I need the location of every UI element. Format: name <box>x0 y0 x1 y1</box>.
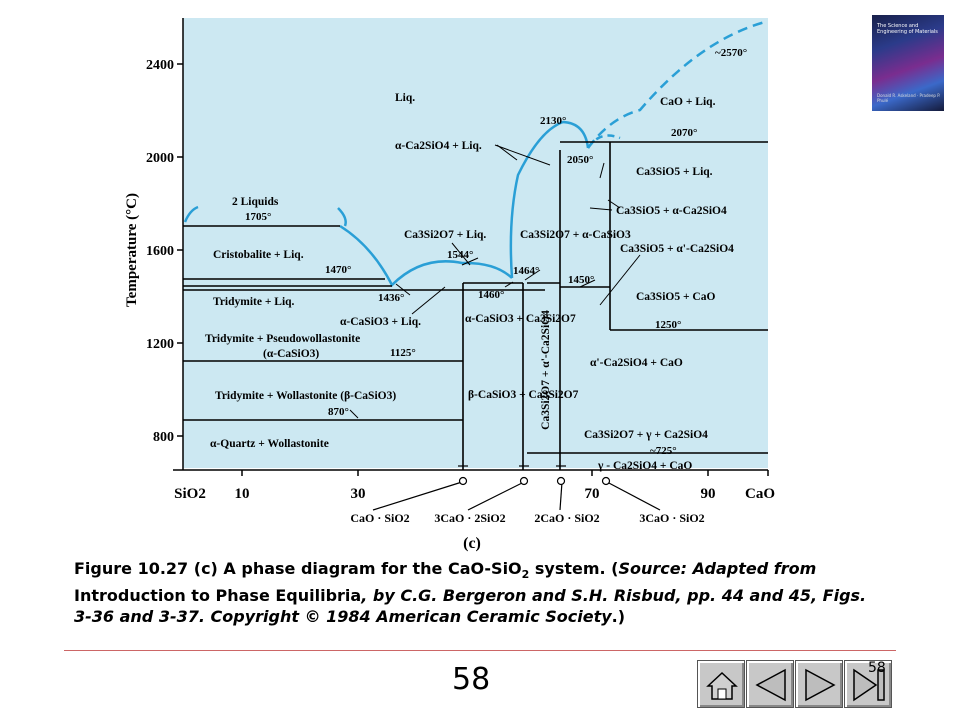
region-c3s-cao: Ca3SiO5 + CaO <box>636 291 715 303</box>
previous-button[interactable] <box>746 660 794 708</box>
page-number: 58 <box>452 662 491 697</box>
region-tridymite-pseudo-2: (α-CaSiO3) <box>263 348 319 360</box>
temp-725: ~725° <box>650 445 677 457</box>
temp-2050: 2050° <box>567 154 593 166</box>
compound-markers <box>372 465 661 511</box>
book-cover-title: The Science and Engineering of Materials <box>877 23 938 35</box>
skip-end-icon <box>853 668 885 702</box>
y-tick-1600: 1600 <box>146 244 174 259</box>
x-tick-90: 90 <box>701 486 716 502</box>
triangle-left-icon <box>755 668 786 702</box>
caption-book-title: Introduction to Phase Equilibria <box>74 586 362 606</box>
temp-1460: 1460° <box>478 289 504 301</box>
region-alpha-c2s-liq: α-Ca2SiO4 + Liq. <box>395 140 482 152</box>
region-liq: Liq. <box>395 92 415 104</box>
x-tick-10: 10 <box>235 486 250 502</box>
x-tick-cao: CaO <box>745 486 775 502</box>
region-gamma-c2s-cao: γ - Ca2SiO4 + CaO <box>597 460 692 472</box>
figure-caption: Figure 10.27 (c) A phase diagram for the… <box>74 558 874 627</box>
plot-area <box>183 18 768 468</box>
compound-3cao2sio2: 3CaO · 2SiO2 <box>434 511 505 525</box>
temp-1705: 1705° <box>245 211 271 223</box>
region-acs-c3s2: α-CaSiO3 + Ca3Si2O7 <box>465 313 576 325</box>
triangle-right-icon <box>805 668 836 702</box>
footer-rule <box>64 650 896 651</box>
temp-2070: 2070° <box>671 127 697 139</box>
region-tridymite-wollastonite: Tridymite + Wollastonite (β-CaSiO3) <box>215 390 396 402</box>
caption-rest: , by C.G. Bergeron and S.H. Risbud, pp. … <box>74 586 867 627</box>
region-tridymite-pseudo-1: Tridymite + Pseudowollastonite <box>205 333 360 345</box>
compound-caosio2: CaO · SiO2 <box>350 511 409 525</box>
temp-1436: 1436° <box>378 292 404 304</box>
book-cover-image: The Science and Engineering of Materials… <box>872 15 944 111</box>
temp-1125: 1125° <box>390 347 416 359</box>
x-tick-30: 30 <box>351 486 366 502</box>
caption-sub: 2 <box>521 568 530 582</box>
temp-1470: 1470° <box>325 264 351 276</box>
x-tick-70: 70 <box>585 486 600 502</box>
next-button[interactable] <box>795 660 843 708</box>
temp-2130: 2130° <box>540 115 566 127</box>
y-tick-2000: 2000 <box>146 151 174 166</box>
temp-870: 870° <box>328 406 349 418</box>
region-quartz-wollastonite: α-Quartz + Wollastonite <box>210 438 329 450</box>
region-c3s-ac2s: Ca3SiO5 + α-Ca2SiO4 <box>616 205 727 217</box>
region-cao-liq: CaO + Liq. <box>660 96 716 108</box>
home-icon <box>706 671 738 700</box>
region-c3s-liq: Ca3SiO5 + Liq. <box>636 166 713 178</box>
x-tick-sio2: SiO2 <box>174 486 206 502</box>
region-two-liquids: 2 Liquids <box>232 196 279 208</box>
temp-2570: ~2570° <box>715 47 747 59</box>
caption-line1-end: system. ( <box>529 559 619 578</box>
home-button[interactable] <box>697 660 745 708</box>
temp-1250: 1250° <box>655 319 681 331</box>
compound-3caosio2: 3CaO · SiO2 <box>639 511 704 525</box>
y-tick-800: 800 <box>153 430 174 445</box>
leader-lines <box>349 144 641 419</box>
caption-source-label: Source: <box>618 559 688 578</box>
region-acs-liq: α-CaSiO3 + Liq. <box>340 316 421 328</box>
caption-end: .) <box>611 607 626 627</box>
region-tridymite-liq: Tridymite + Liq. <box>213 296 295 308</box>
region-c3s2-liq: Ca3Si2O7 + Liq. <box>404 229 486 241</box>
liquidus-curves <box>183 20 766 288</box>
phase-diagram: 2400 2000 1600 1200 800 Temperature (°C)… <box>124 18 775 552</box>
caption-line1: Figure 10.27 (c) A phase diagram for the… <box>74 559 522 578</box>
temp-1464: 1464° <box>513 265 539 277</box>
y-axis-label: Temperature (°C) <box>124 193 140 307</box>
region-cristobalite-liq: Cristobalite + Liq. <box>213 249 304 261</box>
y-tick-1200: 1200 <box>146 337 174 352</box>
region-bcs-c3s2: β-CaSiO3 + Ca3Si2O7 <box>468 389 579 401</box>
end-button[interactable] <box>844 660 892 708</box>
region-c3s-apc2s: Ca3SiO5 + α'-Ca2SiO4 <box>620 243 734 255</box>
y-tick-2400: 2400 <box>146 58 174 73</box>
axes <box>173 18 769 476</box>
temp-1450: 1450° <box>568 274 594 286</box>
region-vertical-phase: Ca3Si2O7 + α'-Ca2SiO4 <box>540 310 552 430</box>
compound-2caosio2: 2CaO · SiO2 <box>534 511 599 525</box>
book-cover-author: Donald R. Askeland · Pradeep P. Phulé <box>877 93 941 103</box>
phase-boundaries <box>183 141 768 470</box>
region-c3s2-acs: Ca3Si2O7 + α-CaSiO3 <box>520 229 631 241</box>
temp-1544: 1544° <box>447 249 473 261</box>
panel-label: (c) <box>463 535 481 552</box>
region-c3s2-gamma: Ca3Si2O7 + γ + Ca2SiO4 <box>584 429 708 441</box>
nav-page-number: 58 <box>868 660 886 676</box>
caption-adapted: Adapted from <box>692 559 817 578</box>
region-apc2s-cao: α'-Ca2SiO4 + CaO <box>590 357 683 369</box>
